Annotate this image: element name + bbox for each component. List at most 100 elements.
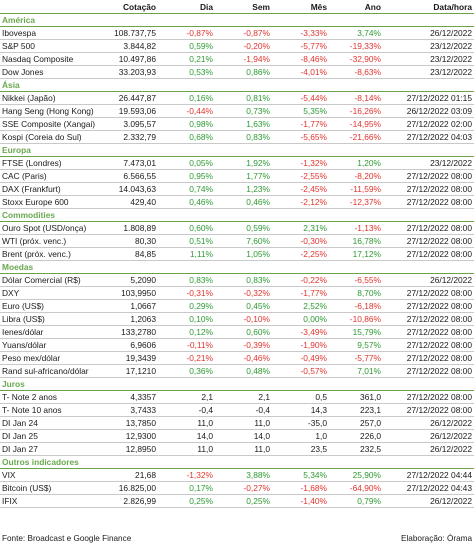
elaboration-note: Elaboração: Órama xyxy=(401,534,472,543)
table-row: S&P 500 3.844,82 0,59% -0,20% -5,77% -19,33% 2… xyxy=(0,39,474,53)
cell-name: FTSE (Londres) xyxy=(0,156,108,170)
cell-year: 226,0 xyxy=(329,429,383,443)
header-year: Ano xyxy=(329,0,383,14)
cell-year: -8,20% xyxy=(329,169,383,183)
table-row: Dow Jones 33.203,93 0,53% 0,86% -4,01% -8,63%… xyxy=(0,65,474,79)
cell-month: -1,40% xyxy=(272,494,329,508)
cell-month: -2,25% xyxy=(272,247,329,261)
table-row: WTI (próx. venc.) 80,30 0,51% 7,60% -0,30% 16… xyxy=(0,234,474,248)
cell-year: 7,01% xyxy=(329,364,383,378)
cell-month: 14,3 xyxy=(272,403,329,417)
table-row: Yuans/dólar 6,9606 -0,11% -0,39% -1,90% 9,57%… xyxy=(0,338,474,352)
cell-value: 21,68 xyxy=(108,468,158,482)
cell-name: S&P 500 xyxy=(0,39,108,53)
cell-week: 0,48% xyxy=(215,364,272,378)
section-header: Commodities xyxy=(0,208,474,222)
cell-day: 0,10% xyxy=(158,312,215,326)
cell-month: -4,01% xyxy=(272,65,329,79)
cell-name: Stoxx Europe 600 xyxy=(0,195,108,209)
table-header: Cotação Dia Sem Mês Ano Data/hora xyxy=(0,0,474,14)
table-row: Nasdaq Composite 10.497,86 0,21% -1,94% -8,4… xyxy=(0,52,474,66)
cell-week: 0,46% xyxy=(215,195,272,209)
cell-value: 17,1210 xyxy=(108,364,158,378)
cell-value: 3.095,57 xyxy=(108,117,158,131)
header-datetime: Data/hora xyxy=(383,0,474,14)
cell-day: -0,11% xyxy=(158,338,215,352)
cell-week: 1,92% xyxy=(215,156,272,170)
cell-month: 1,0 xyxy=(272,429,329,443)
cell-week: 0,83% xyxy=(215,130,272,144)
cell-datetime: 26/12/2022 xyxy=(383,442,474,456)
table-row: SSE Composite (Xangai) 3.095,57 0,98% 1,63%… xyxy=(0,117,474,131)
section-header: Moedas xyxy=(0,260,474,274)
section-title: América xyxy=(0,13,474,27)
cell-year: -6,18% xyxy=(329,299,383,313)
cell-value: 14.043,63 xyxy=(108,182,158,196)
footer: Fonte: Broadcast e Google Finance Elabor… xyxy=(0,533,474,547)
cell-value: 19.593,06 xyxy=(108,104,158,118)
cell-year: -14,95% xyxy=(329,117,383,131)
cell-month: -3,49% xyxy=(272,325,329,339)
cell-day: 0,25% xyxy=(158,494,215,508)
section-title: Outros indicadores xyxy=(0,455,474,469)
cell-name: Nikkei (Japão) xyxy=(0,91,108,105)
cell-week: 0,73% xyxy=(215,104,272,118)
cell-week: 1,63% xyxy=(215,117,272,131)
table-row: DAX (Frankfurt) 14.043,63 0,74% 1,23% -2,45%… xyxy=(0,182,474,196)
section-header: Outros indicadores xyxy=(0,455,474,469)
cell-datetime: 23/12/2022 xyxy=(383,65,474,79)
table-row: Brent (próx. venc.) 84,85 1,11% 1,05% -2,25%… xyxy=(0,247,474,261)
cell-month: -0,30% xyxy=(272,234,329,248)
cell-day: 2,1 xyxy=(158,390,215,404)
cell-week: -0,46% xyxy=(215,351,272,365)
cell-week: 0,45% xyxy=(215,299,272,313)
cell-datetime: 27/12/2022 08:00 xyxy=(383,221,474,235)
cell-datetime: 27/12/2022 08:00 xyxy=(383,299,474,313)
cell-day: 0,21% xyxy=(158,52,215,66)
header-week: Sem xyxy=(215,0,272,14)
cell-datetime: 27/12/2022 04:43 xyxy=(383,481,474,495)
cell-day: 0,36% xyxy=(158,364,215,378)
source-note: Fonte: Broadcast e Google Finance xyxy=(2,534,132,543)
cell-year: 25,90% xyxy=(329,468,383,482)
cell-day: 0,17% xyxy=(158,481,215,495)
cell-value: 133,2780 xyxy=(108,325,158,339)
cell-year: -12,37% xyxy=(329,195,383,209)
table-row: CAC (Paris) 6.566,55 0,95% 1,77% -2,55% -8,20… xyxy=(0,169,474,183)
table-row: Rand sul-africano/dólar 17,1210 0,36% 0,48%… xyxy=(0,364,474,378)
cell-name: Euro (US$) xyxy=(0,299,108,313)
section-title: Europa xyxy=(0,143,474,157)
cell-value: 4,3357 xyxy=(108,390,158,404)
cell-day: 0,29% xyxy=(158,299,215,313)
cell-month: -5,65% xyxy=(272,130,329,144)
cell-name: Ienes/dólar xyxy=(0,325,108,339)
cell-day: -1,32% xyxy=(158,468,215,482)
header-day: Dia xyxy=(158,0,215,14)
cell-datetime: 27/12/2022 08:00 xyxy=(383,403,474,417)
table-row: Hang Seng (Hong Kong) 19.593,06 -0,44% 0,73… xyxy=(0,104,474,118)
cell-year: -8,63% xyxy=(329,65,383,79)
cell-year: 257,0 xyxy=(329,416,383,430)
cell-year: -8,14% xyxy=(329,91,383,105)
section-header: Juros xyxy=(0,377,474,391)
cell-datetime: 27/12/2022 01:15 xyxy=(383,91,474,105)
cell-datetime: 27/12/2022 08:00 xyxy=(383,312,474,326)
cell-month: 5,35% xyxy=(272,104,329,118)
cell-year: -10,86% xyxy=(329,312,383,326)
cell-year: 1,20% xyxy=(329,156,383,170)
cell-month: -1,77% xyxy=(272,286,329,300)
cell-month: -0,49% xyxy=(272,351,329,365)
cell-week: 0,59% xyxy=(215,221,272,235)
cell-name: Yuans/dólar xyxy=(0,338,108,352)
cell-value: 12,9300 xyxy=(108,429,158,443)
cell-month: -5,44% xyxy=(272,91,329,105)
cell-datetime: 27/12/2022 08:00 xyxy=(383,351,474,365)
cell-value: 1.808,89 xyxy=(108,221,158,235)
cell-name: VIX xyxy=(0,468,108,482)
cell-month: -1,90% xyxy=(272,338,329,352)
cell-datetime: 27/12/2022 08:00 xyxy=(383,390,474,404)
cell-name: T- Note 2 anos xyxy=(0,390,108,404)
cell-name: DAX (Frankfurt) xyxy=(0,182,108,196)
section-header: América xyxy=(0,13,474,27)
cell-year: -5,77% xyxy=(329,351,383,365)
